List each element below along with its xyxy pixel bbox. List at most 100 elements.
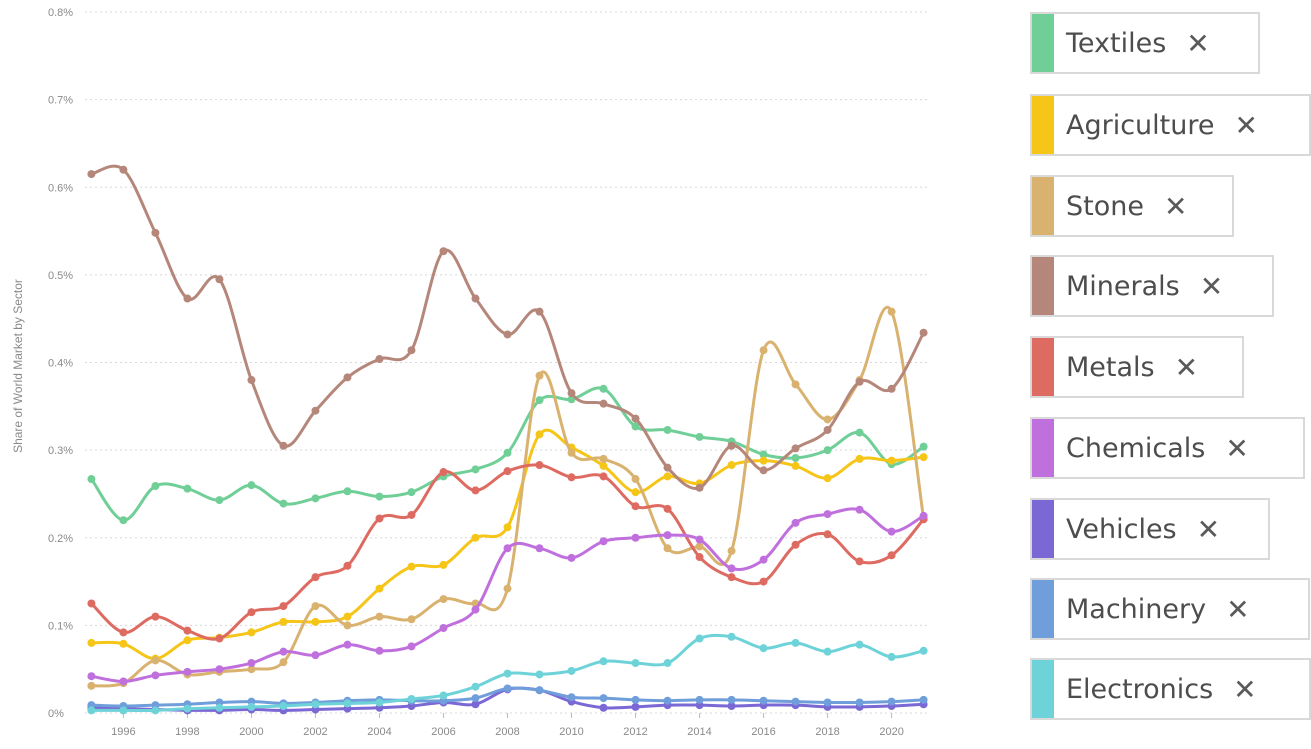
data-point-textiles[interactable] bbox=[695, 432, 704, 441]
data-point-metals[interactable] bbox=[695, 553, 704, 562]
data-point-stone[interactable] bbox=[407, 615, 416, 624]
data-point-textiles[interactable] bbox=[503, 448, 512, 457]
data-point-electronics[interactable] bbox=[151, 706, 160, 715]
data-point-minerals[interactable] bbox=[375, 354, 384, 363]
data-point-textiles[interactable] bbox=[151, 482, 160, 491]
data-point-electronics[interactable] bbox=[247, 702, 256, 711]
data-point-minerals[interactable] bbox=[247, 376, 256, 385]
data-point-metals[interactable] bbox=[823, 530, 832, 539]
data-point-minerals[interactable] bbox=[887, 384, 896, 393]
data-point-textiles[interactable] bbox=[471, 465, 480, 474]
data-point-chemicals[interactable] bbox=[887, 527, 896, 536]
data-point-minerals[interactable] bbox=[631, 414, 640, 423]
data-point-minerals[interactable] bbox=[823, 425, 832, 434]
data-point-textiles[interactable] bbox=[311, 494, 320, 503]
legend-item-metals[interactable]: Metals ✕ bbox=[1030, 336, 1244, 398]
data-point-metals[interactable] bbox=[247, 608, 256, 617]
data-point-minerals[interactable] bbox=[503, 330, 512, 339]
data-point-chemicals[interactable] bbox=[503, 544, 512, 553]
data-point-stone[interactable] bbox=[759, 346, 768, 355]
data-point-agriculture[interactable] bbox=[119, 639, 128, 648]
data-point-electronics[interactable] bbox=[503, 669, 512, 678]
data-point-stone[interactable] bbox=[599, 454, 608, 463]
data-point-agriculture[interactable] bbox=[855, 454, 864, 463]
data-point-electronics[interactable] bbox=[631, 659, 640, 668]
legend-item-stone[interactable]: Stone ✕ bbox=[1030, 175, 1234, 237]
data-point-electronics[interactable] bbox=[375, 698, 384, 707]
data-point-minerals[interactable] bbox=[599, 399, 608, 408]
data-point-minerals[interactable] bbox=[727, 441, 736, 450]
data-point-chemicals[interactable] bbox=[567, 553, 576, 562]
legend-item-agriculture[interactable]: Agriculture ✕ bbox=[1030, 94, 1311, 156]
data-point-chemicals[interactable] bbox=[151, 671, 160, 680]
data-point-agriculture[interactable] bbox=[471, 533, 480, 542]
data-point-chemicals[interactable] bbox=[663, 531, 672, 540]
data-point-machinery[interactable] bbox=[823, 698, 832, 707]
data-point-minerals[interactable] bbox=[855, 377, 864, 386]
data-point-minerals[interactable] bbox=[215, 275, 224, 284]
data-point-minerals[interactable] bbox=[183, 294, 192, 303]
data-point-metals[interactable] bbox=[343, 561, 352, 570]
data-point-textiles[interactable] bbox=[599, 384, 608, 393]
data-point-electronics[interactable] bbox=[823, 647, 832, 656]
close-icon[interactable]: ✕ bbox=[1186, 26, 1210, 60]
data-point-machinery[interactable] bbox=[567, 693, 576, 702]
data-point-chemicals[interactable] bbox=[119, 677, 128, 686]
data-point-agriculture[interactable] bbox=[311, 617, 320, 626]
data-point-metals[interactable] bbox=[855, 557, 864, 566]
data-point-vehicles[interactable] bbox=[471, 700, 480, 709]
data-point-textiles[interactable] bbox=[87, 475, 96, 484]
data-point-stone[interactable] bbox=[503, 584, 512, 593]
data-point-stone[interactable] bbox=[535, 371, 544, 380]
data-point-stone[interactable] bbox=[279, 658, 288, 667]
data-point-electronics[interactable] bbox=[183, 704, 192, 713]
data-point-minerals[interactable] bbox=[407, 346, 416, 355]
data-point-electronics[interactable] bbox=[119, 706, 128, 715]
data-point-chemicals[interactable] bbox=[87, 672, 96, 681]
data-point-chemicals[interactable] bbox=[823, 510, 832, 519]
data-point-textiles[interactable] bbox=[855, 428, 864, 437]
data-point-metals[interactable] bbox=[503, 467, 512, 476]
data-point-machinery[interactable] bbox=[759, 696, 768, 705]
data-point-agriculture[interactable] bbox=[407, 562, 416, 571]
data-point-chemicals[interactable] bbox=[727, 564, 736, 573]
data-point-machinery[interactable] bbox=[535, 686, 544, 695]
data-point-textiles[interactable] bbox=[919, 442, 928, 451]
data-point-chemicals[interactable] bbox=[631, 533, 640, 542]
legend-item-textiles[interactable]: Textiles ✕ bbox=[1030, 12, 1260, 74]
data-point-metals[interactable] bbox=[311, 573, 320, 582]
data-point-stone[interactable] bbox=[727, 546, 736, 555]
data-point-minerals[interactable] bbox=[567, 389, 576, 398]
data-point-chemicals[interactable] bbox=[535, 544, 544, 553]
data-point-stone[interactable] bbox=[631, 475, 640, 484]
data-point-textiles[interactable] bbox=[823, 446, 832, 455]
data-point-textiles[interactable] bbox=[759, 450, 768, 459]
data-point-textiles[interactable] bbox=[663, 425, 672, 434]
data-point-electronics[interactable] bbox=[599, 657, 608, 666]
data-point-textiles[interactable] bbox=[279, 499, 288, 508]
data-point-machinery[interactable] bbox=[919, 695, 928, 704]
data-point-electronics[interactable] bbox=[791, 638, 800, 647]
data-point-chemicals[interactable] bbox=[695, 535, 704, 544]
data-point-machinery[interactable] bbox=[887, 697, 896, 706]
data-point-stone[interactable] bbox=[887, 307, 896, 316]
data-point-electronics[interactable] bbox=[407, 694, 416, 703]
data-point-metals[interactable] bbox=[375, 514, 384, 523]
data-point-electronics[interactable] bbox=[87, 706, 96, 715]
data-point-chemicals[interactable] bbox=[247, 659, 256, 668]
legend-item-minerals[interactable]: Minerals ✕ bbox=[1030, 255, 1274, 317]
data-point-chemicals[interactable] bbox=[599, 537, 608, 546]
data-point-agriculture[interactable] bbox=[247, 628, 256, 637]
data-point-minerals[interactable] bbox=[279, 441, 288, 450]
data-point-metals[interactable] bbox=[567, 473, 576, 482]
data-point-textiles[interactable] bbox=[183, 484, 192, 493]
data-point-electronics[interactable] bbox=[663, 659, 672, 668]
data-point-electronics[interactable] bbox=[343, 699, 352, 708]
close-icon[interactable]: ✕ bbox=[1225, 431, 1249, 465]
data-point-chemicals[interactable] bbox=[919, 511, 928, 520]
data-point-minerals[interactable] bbox=[87, 170, 96, 179]
data-point-agriculture[interactable] bbox=[631, 488, 640, 497]
data-point-stone[interactable] bbox=[823, 415, 832, 424]
data-point-vehicles[interactable] bbox=[631, 702, 640, 711]
data-point-agriculture[interactable] bbox=[727, 461, 736, 470]
